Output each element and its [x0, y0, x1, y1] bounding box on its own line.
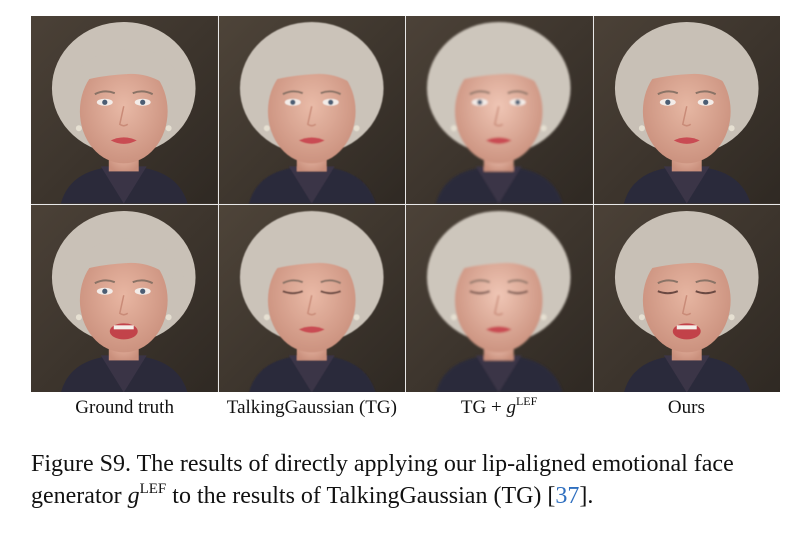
- caption-prefix: Figure S9. The results of directly apply…: [31, 451, 734, 509]
- label-ours: Ours: [667, 397, 705, 418]
- portrait-illustration: [406, 16, 593, 204]
- label-g-var: g: [506, 397, 516, 418]
- caption-middle: to the results of TalkingGaussian (TG) [: [166, 483, 556, 509]
- portrait-illustration: [593, 204, 780, 392]
- image-tg-plus-glef-row2: [406, 204, 593, 392]
- portrait-illustration: [31, 204, 218, 392]
- image-ours-row2: [593, 204, 780, 392]
- label-ground-truth: Ground truth: [75, 397, 174, 418]
- label-tg-prefix: TG +: [460, 397, 507, 418]
- portrait-illustration: [218, 16, 405, 204]
- portrait-illustration: [218, 204, 405, 392]
- figure-image-grid: [31, 16, 780, 392]
- label-talkinggaussian: TalkingGaussian (TG): [226, 397, 397, 418]
- citation-link[interactable]: 37: [555, 483, 580, 509]
- image-tg-plus-glef-row1: [406, 16, 593, 204]
- caption-g-var: g: [127, 483, 140, 509]
- image-talkinggaussian-row2: [218, 204, 405, 392]
- column-labels: Ground truth TalkingGaussian (TG) TG + g…: [31, 394, 780, 420]
- portrait-illustration: [593, 16, 780, 204]
- image-talkinggaussian-row1: [218, 16, 405, 204]
- image-ground-truth-row2: [31, 204, 218, 392]
- label-tg-plus-glef: TG + gLEF: [406, 394, 593, 420]
- caption-lef-sup: LEF: [139, 481, 167, 497]
- portrait-illustration: [406, 204, 593, 392]
- image-ours-row1: [593, 16, 780, 204]
- portrait-illustration: [31, 16, 218, 204]
- label-lef-sup: LEF: [515, 394, 538, 408]
- caption-suffix: ].: [579, 483, 594, 509]
- image-ground-truth-row1: [31, 16, 218, 204]
- figure-caption: Figure S9. The results of directly apply…: [31, 448, 791, 512]
